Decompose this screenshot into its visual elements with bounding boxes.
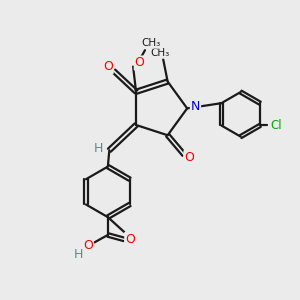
Text: O: O: [184, 151, 194, 164]
Text: H: H: [94, 142, 104, 155]
Text: N: N: [191, 100, 200, 113]
Text: O: O: [135, 56, 145, 70]
Text: CH₃: CH₃: [151, 48, 170, 58]
Text: O: O: [125, 233, 135, 246]
Text: Cl: Cl: [271, 119, 282, 132]
Text: H: H: [74, 248, 83, 261]
Text: O: O: [103, 60, 113, 73]
Text: CH₃: CH₃: [141, 38, 160, 48]
Text: O: O: [83, 239, 93, 252]
